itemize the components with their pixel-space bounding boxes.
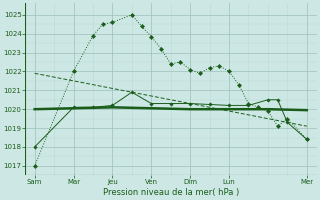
X-axis label: Pression niveau de la mer( hPa ): Pression niveau de la mer( hPa ) bbox=[103, 188, 239, 197]
